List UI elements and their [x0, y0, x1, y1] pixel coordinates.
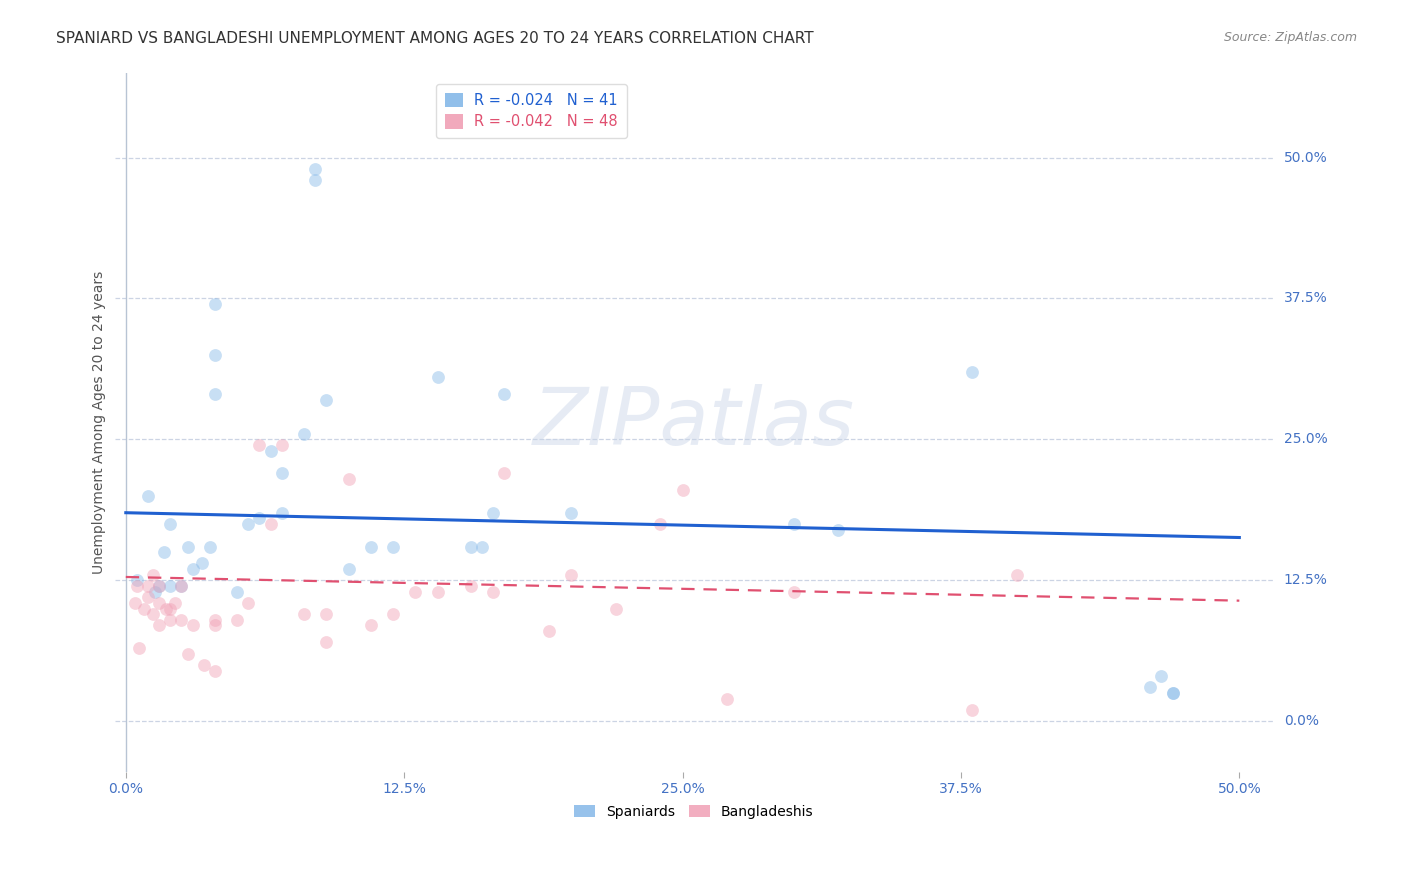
Point — [482, 506, 505, 520]
Point — [270, 438, 292, 452]
Point — [304, 161, 326, 176]
Point — [382, 607, 405, 622]
Point — [124, 596, 146, 610]
Point — [1150, 669, 1173, 683]
Point — [148, 596, 170, 610]
Point — [259, 516, 281, 531]
Point — [170, 579, 193, 593]
Point — [671, 483, 693, 498]
Point — [238, 596, 260, 610]
Point — [226, 584, 249, 599]
Point — [315, 635, 337, 649]
Point — [148, 579, 170, 593]
Text: 50.0%: 50.0% — [1284, 151, 1327, 164]
Point — [471, 540, 494, 554]
Point — [560, 506, 582, 520]
Point — [136, 579, 159, 593]
Point — [159, 579, 181, 593]
Point — [155, 601, 177, 615]
Text: 37.5%: 37.5% — [1284, 292, 1327, 305]
Point — [460, 579, 482, 593]
Point — [141, 567, 163, 582]
Point — [337, 562, 360, 576]
Point — [716, 691, 738, 706]
Point — [125, 574, 148, 588]
Point — [181, 618, 204, 632]
Point — [204, 297, 226, 311]
Point — [143, 584, 166, 599]
Point — [537, 624, 560, 639]
Point — [226, 613, 249, 627]
Point — [783, 584, 806, 599]
Y-axis label: Unemployment Among Ages 20 to 24 years: Unemployment Among Ages 20 to 24 years — [93, 271, 107, 574]
Point — [650, 516, 672, 531]
Point — [259, 443, 281, 458]
Point — [181, 562, 204, 576]
Point — [292, 607, 315, 622]
Point — [404, 584, 426, 599]
Point — [249, 511, 271, 525]
Legend: Spaniards, Bangladeshis: Spaniards, Bangladeshis — [568, 799, 818, 824]
Text: Source: ZipAtlas.com: Source: ZipAtlas.com — [1223, 31, 1357, 45]
Point — [827, 523, 849, 537]
Point — [190, 557, 212, 571]
Point — [148, 579, 170, 593]
Point — [1161, 686, 1184, 700]
Point — [270, 506, 292, 520]
Point — [1005, 567, 1028, 582]
Point — [177, 540, 200, 554]
Point — [148, 618, 170, 632]
Point — [152, 545, 174, 559]
Point — [360, 540, 382, 554]
Point — [315, 392, 337, 407]
Point — [960, 703, 983, 717]
Point — [125, 579, 148, 593]
Point — [136, 489, 159, 503]
Point — [132, 601, 155, 615]
Point — [204, 618, 226, 632]
Text: 0.0%: 0.0% — [1284, 714, 1319, 728]
Point — [159, 613, 181, 627]
Point — [560, 567, 582, 582]
Point — [204, 387, 226, 401]
Point — [249, 438, 271, 452]
Point — [315, 607, 337, 622]
Point — [204, 613, 226, 627]
Point — [200, 540, 222, 554]
Point — [426, 370, 449, 384]
Point — [128, 640, 150, 655]
Text: ZIPatlas: ZIPatlas — [533, 384, 855, 461]
Text: 25.0%: 25.0% — [1284, 433, 1327, 446]
Point — [270, 467, 292, 481]
Point — [360, 618, 382, 632]
Point — [304, 173, 326, 187]
Point — [238, 516, 260, 531]
Point — [337, 472, 360, 486]
Point — [159, 601, 181, 615]
Point — [382, 540, 405, 554]
Point — [1161, 686, 1184, 700]
Point — [170, 613, 193, 627]
Point — [960, 365, 983, 379]
Point — [1139, 681, 1161, 695]
Text: SPANIARD VS BANGLADESHI UNEMPLOYMENT AMONG AGES 20 TO 24 YEARS CORRELATION CHART: SPANIARD VS BANGLADESHI UNEMPLOYMENT AMO… — [56, 31, 814, 46]
Point — [426, 584, 449, 599]
Point — [204, 664, 226, 678]
Text: 12.5%: 12.5% — [1284, 574, 1327, 587]
Point — [204, 348, 226, 362]
Point — [141, 607, 163, 622]
Point — [292, 426, 315, 441]
Point — [460, 540, 482, 554]
Point — [193, 657, 215, 672]
Point — [177, 647, 200, 661]
Point — [163, 596, 186, 610]
Point — [159, 516, 181, 531]
Point — [136, 591, 159, 605]
Point — [170, 579, 193, 593]
Point — [494, 467, 516, 481]
Point — [783, 516, 806, 531]
Point — [605, 601, 627, 615]
Point — [482, 584, 505, 599]
Point — [494, 387, 516, 401]
